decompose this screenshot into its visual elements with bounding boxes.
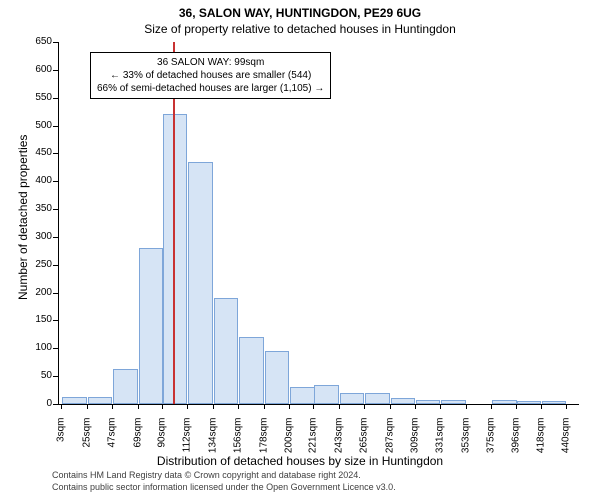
info-box-line1: 36 SALON WAY: 99sqm	[97, 56, 324, 69]
x-tick-label: 221sqm	[308, 418, 319, 460]
x-tick	[516, 404, 517, 409]
histogram-bar	[416, 400, 440, 404]
x-tick-label: 200sqm	[284, 418, 295, 460]
info-box-line3: 66% of semi-detached houses are larger (…	[97, 82, 324, 95]
x-tick	[187, 404, 188, 409]
y-axis-label: Number of detached properties	[16, 135, 30, 300]
histogram-bar	[139, 248, 163, 404]
x-tick	[238, 404, 239, 409]
y-tick-label: 550	[24, 92, 52, 103]
y-tick	[53, 42, 58, 43]
x-tick	[213, 404, 214, 409]
y-tick	[53, 126, 58, 127]
x-tick	[440, 404, 441, 409]
histogram-bar	[188, 162, 212, 404]
x-tick	[313, 404, 314, 409]
x-tick-label: 440sqm	[561, 418, 572, 460]
x-tick	[390, 404, 391, 409]
y-tick	[53, 293, 58, 294]
footer-line2: Contains public sector information licen…	[52, 482, 396, 494]
x-tick-label: 265sqm	[359, 418, 370, 460]
x-tick-label: 156sqm	[233, 418, 244, 460]
y-tick-label: 250	[24, 259, 52, 270]
x-tick	[466, 404, 467, 409]
y-tick-label: 100	[24, 342, 52, 353]
histogram-bar	[340, 393, 364, 404]
histogram-bar	[239, 337, 263, 404]
x-tick	[112, 404, 113, 409]
y-tick	[53, 237, 58, 238]
histogram-bar	[391, 398, 415, 404]
x-tick-label: 178sqm	[258, 418, 269, 460]
footer-attribution: Contains HM Land Registry data © Crown c…	[52, 470, 396, 493]
y-tick	[53, 320, 58, 321]
y-tick-label: 150	[24, 314, 52, 325]
histogram-bar	[517, 401, 541, 404]
x-tick-label: 243sqm	[333, 418, 344, 460]
x-tick-label: 418sqm	[536, 418, 547, 460]
x-tick	[415, 404, 416, 409]
y-tick	[53, 153, 58, 154]
y-tick	[53, 98, 58, 99]
x-tick	[162, 404, 163, 409]
y-tick-label: 200	[24, 287, 52, 298]
x-tick-label: 134sqm	[207, 418, 218, 460]
y-tick-label: 500	[24, 120, 52, 131]
x-tick	[541, 404, 542, 409]
x-tick	[138, 404, 139, 409]
info-box-line2: ← 33% of detached houses are smaller (54…	[97, 69, 324, 82]
x-tick-label: 90sqm	[157, 418, 168, 460]
x-tick-label: 353sqm	[460, 418, 471, 460]
histogram-bar	[314, 385, 338, 404]
histogram-bar	[88, 397, 112, 404]
x-tick-label: 3sqm	[56, 418, 67, 460]
x-tick-label: 287sqm	[384, 418, 395, 460]
y-tick-label: 600	[24, 64, 52, 75]
histogram-bar	[265, 351, 289, 404]
y-tick	[53, 265, 58, 266]
y-tick	[53, 181, 58, 182]
x-tick-label: 331sqm	[435, 418, 446, 460]
x-tick	[61, 404, 62, 409]
histogram-bar	[441, 400, 465, 404]
y-tick-label: 400	[24, 175, 52, 186]
x-tick	[339, 404, 340, 409]
x-tick-label: 69sqm	[132, 418, 143, 460]
chart-subtitle: Size of property relative to detached ho…	[0, 22, 600, 36]
histogram-bar	[290, 387, 314, 404]
y-tick-label: 350	[24, 203, 52, 214]
x-tick	[289, 404, 290, 409]
x-tick	[566, 404, 567, 409]
info-box: 36 SALON WAY: 99sqm ← 33% of detached ho…	[90, 52, 331, 99]
x-tick-label: 25sqm	[81, 418, 92, 460]
x-tick	[264, 404, 265, 409]
x-tick	[364, 404, 365, 409]
y-tick-label: 650	[24, 36, 52, 47]
y-tick-label: 50	[24, 370, 52, 381]
histogram-bar	[113, 369, 137, 404]
histogram-bar	[492, 400, 516, 404]
histogram-bar	[214, 298, 238, 404]
histogram-bar	[365, 393, 389, 404]
x-tick	[491, 404, 492, 409]
y-tick-label: 300	[24, 231, 52, 242]
y-tick-label: 450	[24, 147, 52, 158]
y-tick	[53, 209, 58, 210]
x-tick-label: 309sqm	[410, 418, 421, 460]
x-tick	[87, 404, 88, 409]
y-tick	[53, 70, 58, 71]
histogram-bar	[542, 401, 566, 404]
footer-line1: Contains HM Land Registry data © Crown c…	[52, 470, 396, 482]
y-tick	[53, 376, 58, 377]
x-tick-label: 375sqm	[486, 418, 497, 460]
histogram-bar	[62, 397, 86, 404]
y-tick	[53, 404, 58, 405]
x-tick-label: 112sqm	[182, 418, 193, 460]
x-tick-label: 396sqm	[510, 418, 521, 460]
y-tick-label: 0	[24, 398, 52, 409]
y-tick	[53, 348, 58, 349]
x-tick-label: 47sqm	[107, 418, 118, 460]
address-title: 36, SALON WAY, HUNTINGDON, PE29 6UG	[0, 6, 600, 20]
